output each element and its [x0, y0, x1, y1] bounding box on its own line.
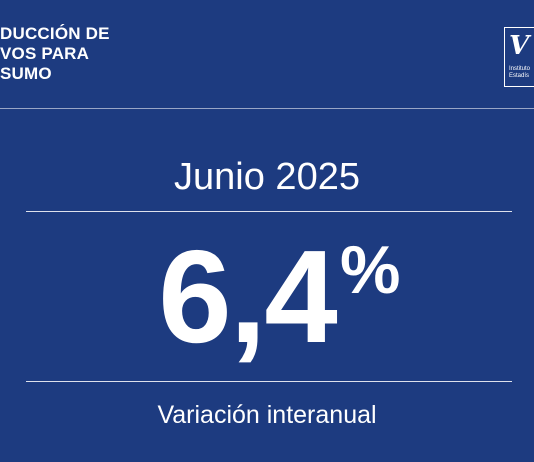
header-title-line-3: SUMO: [0, 64, 52, 83]
logo-text-line-2: Estadís: [509, 73, 530, 79]
logo-mark: V: [509, 31, 530, 61]
header-title-line-2: VOS PARA: [0, 44, 90, 63]
logo-text-line-1: Instituto: [509, 66, 531, 72]
value-divider: [26, 381, 512, 382]
logo-text: Instituto Estadís: [509, 66, 530, 80]
period-divider: [26, 211, 512, 212]
headline-number: 6,4: [158, 223, 337, 370]
header-title: DUCCIÓN DE VOS PARA SUMO: [0, 24, 150, 84]
headline-value: 6,4 %: [0, 222, 534, 372]
institute-logo: V Instituto Estadís: [504, 27, 534, 87]
period-label: Junio 2025: [174, 156, 360, 198]
subtitle-label: Variación interanual: [157, 401, 377, 429]
header-divider: [0, 108, 534, 109]
header-title-line-1: DUCCIÓN DE: [0, 24, 110, 43]
percent-sign: %: [340, 232, 401, 308]
